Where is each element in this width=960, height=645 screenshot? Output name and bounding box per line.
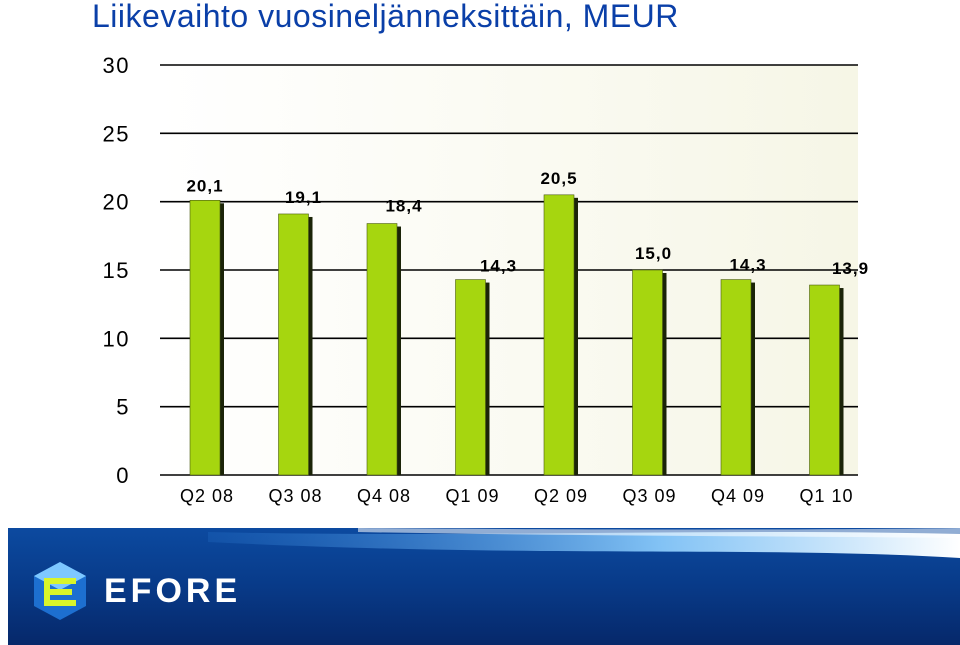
bar: [720, 279, 752, 476]
bar-chart: 0 5 10 15 20 25 30 Q2 08 Q3 08 Q4 08 Q1 09 Q2 09 Q3 …: [103, 53, 869, 506]
footer-background: [8, 528, 960, 645]
data-label: 13,9: [832, 259, 869, 278]
bar: [809, 284, 840, 476]
data-label: 20,5: [540, 169, 577, 188]
x-tick-label: Q1 10: [799, 486, 853, 506]
data-label: 14,3: [729, 256, 766, 275]
bar: [278, 213, 309, 476]
bar: [366, 223, 398, 476]
x-tick-label: Q3 08: [268, 486, 322, 506]
efore-logo-icon: [34, 562, 86, 620]
data-label: 18,4: [385, 197, 422, 216]
bar: [455, 279, 486, 476]
bar: [543, 194, 575, 476]
x-tick-label: Q4 08: [357, 486, 411, 506]
bar: [632, 269, 663, 476]
data-label: 14,3: [480, 257, 517, 276]
y-tick-label: 15: [103, 258, 130, 283]
data-label: 19,1: [285, 188, 322, 207]
logo-text: EFORE: [104, 572, 242, 610]
y-tick-label: 0: [116, 463, 130, 488]
data-label: 15,0: [635, 244, 672, 263]
data-label: 20,1: [186, 176, 223, 195]
bar: [189, 200, 221, 476]
y-tick-label: 20: [103, 190, 130, 215]
footer-banner: EFORE: [8, 528, 960, 645]
y-tick-label: 5: [116, 395, 130, 420]
chart-title: Liikevaihto vuosineljänneksittäin, MEUR: [92, 0, 679, 34]
y-tick-label: 10: [103, 326, 130, 351]
y-tick-label: 30: [103, 53, 130, 78]
x-tick-label: Q2 09: [534, 486, 588, 506]
x-tick-label: Q4 09: [711, 486, 765, 506]
x-tick-label: Q3 09: [622, 486, 676, 506]
y-tick-label: 25: [103, 121, 130, 146]
x-tick-label: Q2 08: [180, 486, 234, 506]
x-tick-label: Q1 09: [445, 486, 499, 506]
